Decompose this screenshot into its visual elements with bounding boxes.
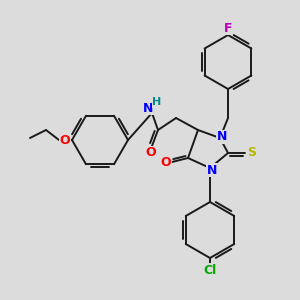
Text: Cl: Cl — [203, 263, 217, 277]
Text: F: F — [224, 22, 232, 34]
Text: O: O — [60, 134, 70, 146]
Text: N: N — [217, 130, 227, 143]
Text: N: N — [207, 164, 217, 176]
Text: N: N — [143, 101, 153, 115]
Text: O: O — [146, 146, 156, 160]
Text: O: O — [161, 157, 171, 169]
Text: S: S — [248, 146, 256, 160]
Text: H: H — [152, 97, 162, 107]
